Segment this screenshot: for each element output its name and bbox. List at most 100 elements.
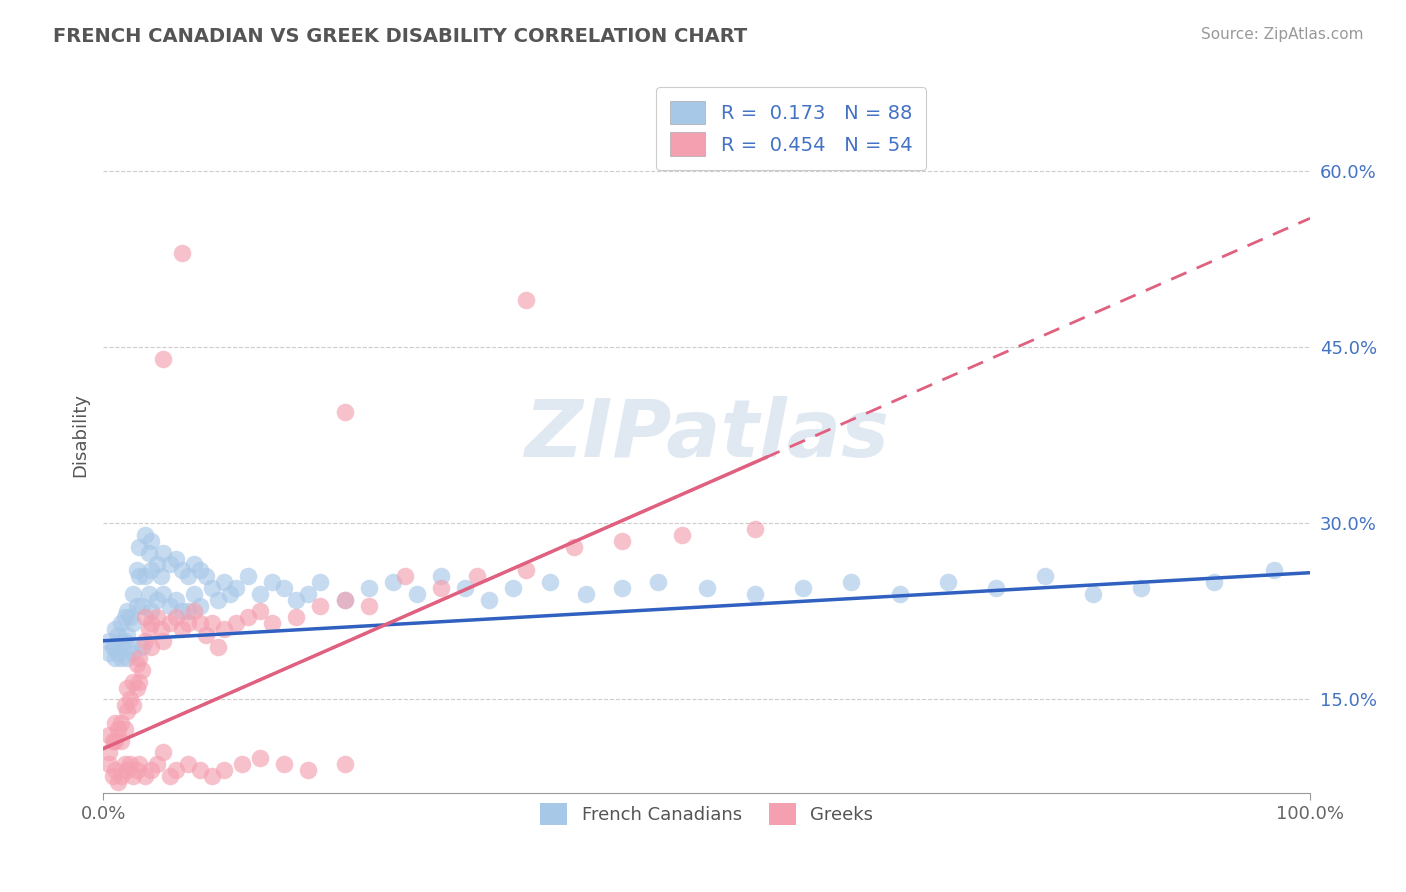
- Point: [212, 622, 235, 636]
- Point: [188, 599, 211, 613]
- Point: [98, 646, 121, 660]
- Point: [117, 651, 139, 665]
- Point: [134, 610, 156, 624]
- Point: [134, 769, 156, 783]
- Point: [165, 610, 187, 624]
- Point: [152, 745, 174, 759]
- Point: [188, 563, 211, 577]
- Point: [212, 763, 235, 777]
- Point: [225, 581, 247, 595]
- Point: [128, 757, 150, 772]
- Point: [98, 633, 121, 648]
- Point: [138, 622, 160, 636]
- Point: [225, 616, 247, 631]
- Point: [159, 616, 181, 631]
- Point: [194, 569, 217, 583]
- Point: [125, 657, 148, 672]
- Point: [118, 610, 141, 624]
- Point: [671, 528, 693, 542]
- Point: [262, 575, 284, 590]
- Point: [128, 569, 150, 583]
- Point: [165, 592, 187, 607]
- Point: [110, 616, 132, 631]
- Point: [792, 581, 814, 595]
- Point: [128, 674, 150, 689]
- Point: [744, 587, 766, 601]
- Point: [98, 728, 121, 742]
- Point: [478, 592, 501, 607]
- Point: [207, 592, 229, 607]
- Point: [201, 616, 224, 631]
- Point: [357, 581, 380, 595]
- Point: [152, 352, 174, 367]
- Point: [273, 581, 295, 595]
- Point: [125, 563, 148, 577]
- Point: [176, 604, 198, 618]
- Point: [117, 628, 139, 642]
- Point: [406, 587, 429, 601]
- Point: [131, 640, 153, 654]
- Point: [841, 575, 863, 590]
- Point: [333, 405, 356, 419]
- Point: [430, 569, 453, 583]
- Point: [118, 692, 141, 706]
- Point: [249, 604, 271, 618]
- Point: [131, 599, 153, 613]
- Point: [176, 569, 198, 583]
- Point: [297, 587, 319, 601]
- Point: [107, 774, 129, 789]
- Point: [176, 757, 198, 772]
- Point: [118, 757, 141, 772]
- Point: [125, 681, 148, 695]
- Point: [936, 575, 959, 590]
- Point: [236, 569, 259, 583]
- Point: [454, 581, 477, 595]
- Point: [110, 633, 132, 648]
- Point: [515, 563, 537, 577]
- Point: [170, 604, 193, 618]
- Point: [333, 592, 356, 607]
- Point: [575, 587, 598, 601]
- Point: [159, 599, 181, 613]
- Point: [152, 546, 174, 560]
- Point: [117, 704, 139, 718]
- Point: [141, 616, 163, 631]
- Point: [201, 769, 224, 783]
- Point: [212, 575, 235, 590]
- Point: [134, 569, 156, 583]
- Point: [273, 757, 295, 772]
- Point: [110, 769, 132, 783]
- Point: [122, 587, 145, 601]
- Point: [114, 722, 136, 736]
- Point: [502, 581, 524, 595]
- Point: [122, 646, 145, 660]
- Point: [183, 604, 205, 618]
- Point: [114, 757, 136, 772]
- Point: [430, 581, 453, 595]
- Point: [176, 616, 198, 631]
- Point: [394, 569, 416, 583]
- Point: [152, 587, 174, 601]
- Point: [218, 587, 240, 601]
- Point: [138, 546, 160, 560]
- Point: [333, 592, 356, 607]
- Point: [146, 757, 169, 772]
- Point: [104, 715, 127, 730]
- Point: [744, 522, 766, 536]
- Point: [146, 592, 169, 607]
- Point: [117, 763, 139, 777]
- Point: [117, 681, 139, 695]
- Point: [188, 763, 211, 777]
- Point: [1130, 581, 1153, 595]
- Point: [236, 610, 259, 624]
- Point: [122, 674, 145, 689]
- Point: [515, 293, 537, 308]
- Point: [101, 769, 124, 783]
- Point: [249, 587, 271, 601]
- Point: [165, 763, 187, 777]
- Point: [128, 540, 150, 554]
- Point: [117, 604, 139, 618]
- Point: [562, 540, 585, 554]
- Text: Source: ZipAtlas.com: Source: ZipAtlas.com: [1201, 27, 1364, 42]
- Point: [150, 569, 173, 583]
